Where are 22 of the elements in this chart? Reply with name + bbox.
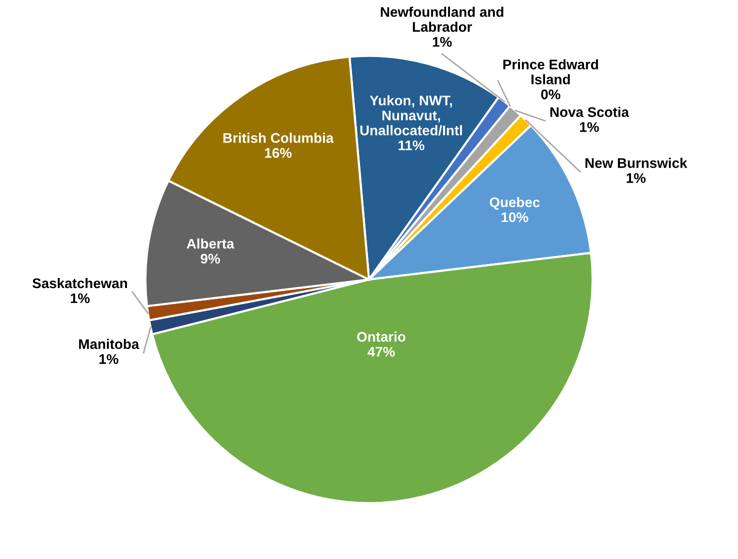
data-label: 9% bbox=[200, 254, 220, 264]
slice-label: Ontario bbox=[357, 332, 406, 342]
data-label: 1% bbox=[70, 293, 90, 304]
slice-label: Alberta bbox=[186, 238, 234, 249]
data-label: 1% bbox=[626, 173, 646, 183]
slice-label: Newfoundland and Labrador bbox=[380, 6, 504, 32]
slice-label: Saskatchewan bbox=[32, 278, 127, 288]
category-label: Prince Edward Island bbox=[503, 59, 598, 84]
data-label: 1% bbox=[99, 354, 118, 364]
data-label: 47% bbox=[368, 346, 395, 357]
data-label: 16% bbox=[265, 148, 292, 158]
slice-label: Manitoba bbox=[79, 338, 140, 350]
data-label: 10% bbox=[502, 212, 528, 222]
slice-label: Yukon, NWT, Nunavut, Unallocated/Intl bbox=[360, 95, 462, 136]
slice-label: Nova Scotia bbox=[550, 106, 630, 118]
slice-label: Quebec bbox=[490, 196, 540, 210]
text: 0% bbox=[541, 89, 560, 100]
slice-label: British Columbia bbox=[223, 132, 334, 143]
data-label: 1% bbox=[580, 122, 599, 132]
slice-label: New Burnswick bbox=[586, 158, 688, 168]
data-label: 11% bbox=[398, 140, 424, 150]
data-label: 1% bbox=[432, 37, 452, 47]
